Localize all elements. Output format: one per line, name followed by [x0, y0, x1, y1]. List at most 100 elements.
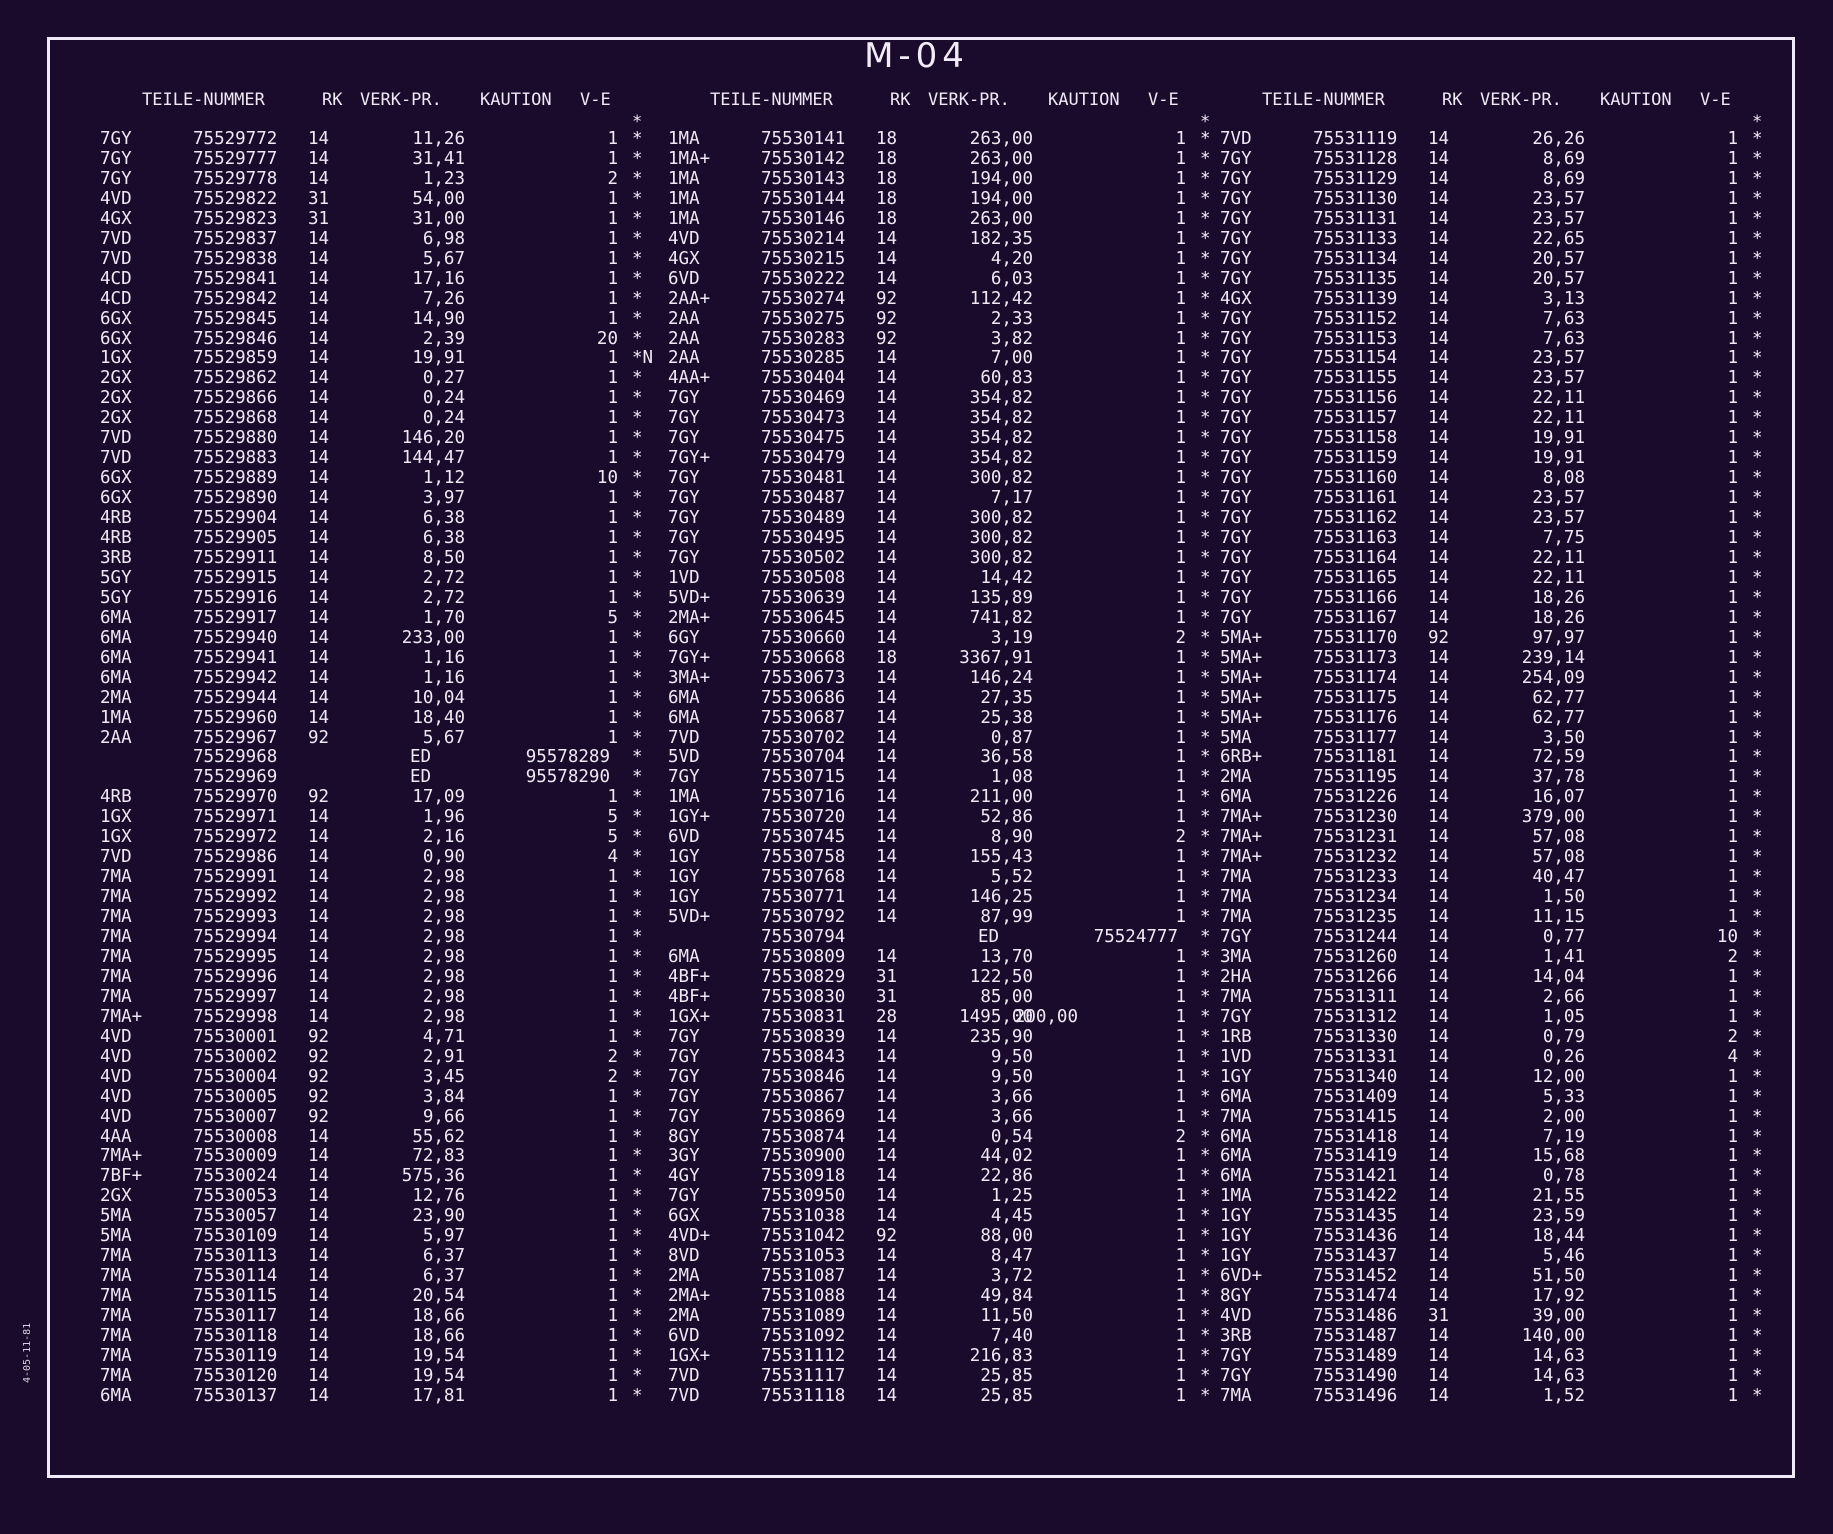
type-code: 7MA: [1220, 907, 1252, 928]
type-code: 7GY: [1220, 528, 1252, 548]
rk-value: 18: [876, 129, 898, 149]
price: 0,90: [422, 847, 465, 868]
part-number: 75531311: [1313, 986, 1398, 1007]
part-number: 75529880: [193, 428, 278, 449]
part-number: 75531226: [1313, 787, 1398, 808]
type-code: 1GY: [1220, 1206, 1252, 1227]
price: 2,33: [990, 308, 1033, 329]
price: ED: [978, 927, 1000, 947]
status-flag: *: [1752, 448, 1763, 469]
part-number: 75530830: [761, 986, 846, 1007]
part-number: 75531486: [1313, 1306, 1398, 1327]
type-code: 7GY: [1220, 587, 1252, 608]
ve-value: 1: [1175, 847, 1186, 868]
ve-value: 1: [1175, 727, 1186, 748]
price: 233,00: [401, 627, 465, 648]
rk-value: 14: [876, 827, 898, 848]
status-flag: *: [1200, 468, 1211, 489]
header-rk: RK: [890, 90, 911, 110]
type-code: 7GY: [1220, 308, 1252, 329]
part-number: 75531409: [1313, 1086, 1398, 1107]
status-flag: *: [632, 528, 643, 548]
type-code: 2MA+: [668, 1286, 711, 1307]
rk-value: 14: [1428, 328, 1450, 349]
part-number: 75530109: [193, 1226, 278, 1247]
type-code: 7GY: [1220, 567, 1252, 588]
type-code: 1GY: [1220, 1066, 1252, 1087]
rk-value: 14: [876, 887, 898, 908]
part-number: 75529967: [193, 727, 278, 748]
price: 55,62: [412, 1126, 465, 1147]
part-number: 75531139: [1313, 288, 1398, 309]
status-flag: *: [632, 1146, 643, 1167]
ve-value: 1: [1175, 1146, 1186, 1167]
part-number: 75530508: [761, 567, 846, 588]
part-number: 75530053: [193, 1186, 278, 1207]
rk-value: 18: [876, 208, 898, 229]
status-flag: *: [1752, 567, 1763, 588]
part-number: 75529971: [193, 807, 278, 828]
type-code: 7GY: [1220, 208, 1252, 229]
ve-value: 1: [1727, 528, 1738, 548]
ve-value: 1: [607, 228, 618, 249]
part-number: 75531421: [1313, 1166, 1398, 1187]
ve-value: 1: [607, 528, 618, 548]
rk-value: 14: [308, 547, 330, 568]
price: 17,09: [412, 787, 465, 808]
status-flag: *: [1752, 946, 1763, 967]
ve-value: 1: [1175, 129, 1186, 149]
rk-value: 14: [308, 1345, 330, 1366]
type-code: 7MA+: [100, 1006, 143, 1027]
price: 140,00: [1521, 1326, 1585, 1346]
part-number: 75530758: [761, 847, 846, 868]
status-flag: *: [1200, 528, 1211, 548]
ve-value: 1: [607, 1246, 618, 1267]
part-number: 75530660: [761, 627, 846, 648]
status-flag: *: [632, 1385, 643, 1406]
part-number: 75531170: [1313, 627, 1398, 648]
type-code: 7GY: [668, 1086, 700, 1107]
part-number: 75531161: [1313, 488, 1398, 509]
rk-value: 92: [1428, 627, 1450, 648]
type-code: 4VD: [100, 1046, 132, 1067]
rk-value: 14: [876, 1206, 898, 1227]
price: 11,15: [1532, 907, 1585, 928]
type-code: 2AA: [668, 308, 700, 329]
type-code: 7MA: [1220, 867, 1252, 888]
price: 3,19: [990, 627, 1033, 648]
part-number: 75530829: [761, 966, 846, 987]
type-code: 3RB: [100, 547, 132, 568]
part-number: 75530113: [193, 1246, 278, 1267]
type-code: 7MA: [1220, 1385, 1252, 1406]
rk-value: 14: [876, 587, 898, 608]
ve-value: 1: [607, 1186, 618, 1207]
ve-value: 1: [607, 1365, 618, 1386]
ve-value: 1: [607, 1286, 618, 1307]
type-code: 7VD: [100, 228, 132, 249]
ve-value: 1: [1175, 1286, 1186, 1307]
part-number: 75530900: [761, 1146, 846, 1167]
ve-value: 1: [607, 428, 618, 449]
status-flag: *: [1752, 328, 1763, 349]
price: 3,84: [422, 1086, 465, 1107]
part-number: 75531112: [761, 1345, 846, 1366]
rk-value: 14: [876, 727, 898, 748]
rk-value: 14: [1428, 1106, 1450, 1127]
status-flag: *: [1200, 1006, 1211, 1027]
rk-value: 14: [1428, 148, 1450, 169]
ve-value: 1: [607, 488, 618, 509]
rk-value: 14: [876, 867, 898, 888]
ve-value: 1: [1175, 528, 1186, 548]
rk-value: 14: [876, 1026, 898, 1047]
type-code: 4GX: [668, 248, 700, 269]
part-number: 75529846: [193, 328, 278, 349]
rk-value: 14: [1428, 867, 1450, 888]
status-flag: *: [1752, 308, 1763, 329]
type-code: 1MA: [668, 208, 700, 229]
price: 6,37: [422, 1266, 465, 1287]
part-number: 75531474: [1313, 1286, 1398, 1307]
rk-value: 14: [1428, 1006, 1450, 1027]
price: 57,08: [1532, 847, 1585, 868]
type-code: 7GY: [668, 388, 700, 409]
type-code: 7GY: [1220, 188, 1252, 209]
